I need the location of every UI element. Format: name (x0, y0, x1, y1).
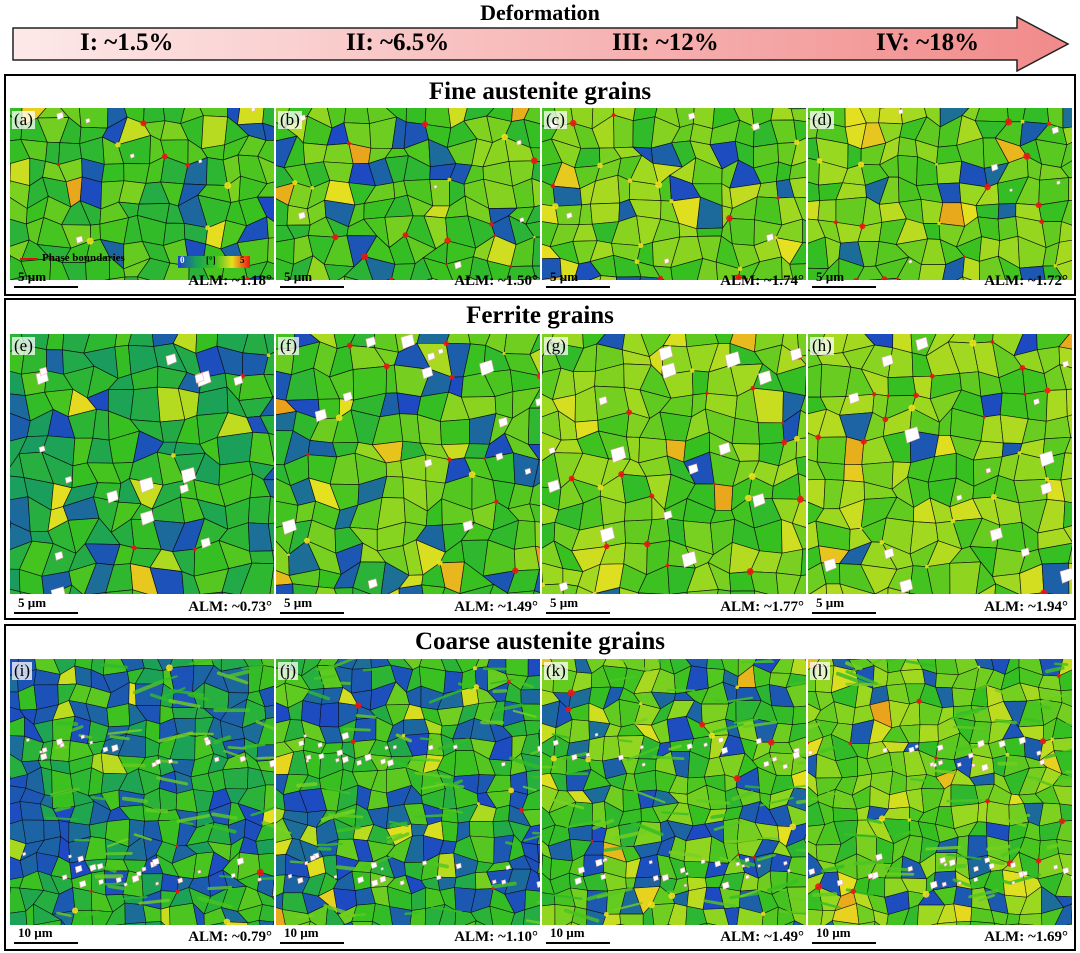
phase-boundaries-label: Phase boundaries (42, 252, 125, 264)
map-panel-d: (d) (808, 108, 1072, 280)
panel-label: (i) (12, 661, 33, 680)
panel-label: (a) (12, 110, 35, 129)
alm-map (542, 659, 806, 925)
map-panel-e: (e) (10, 334, 274, 594)
stage-label-2: II: ~6.5% (346, 29, 450, 56)
alm-map (542, 108, 806, 280)
section-title: Fine austenite grains (428, 78, 652, 105)
scalebar-label: 5 µm (816, 595, 845, 610)
map-panel-a: (a) Phase boundaries 0 [°] 5 (10, 108, 274, 280)
section-ferrite: Ferrite grains (e) (f) (g) (h) 5 µm ALM:… (4, 298, 1076, 620)
alm-map (808, 334, 1072, 594)
map-panel-i: (i) (10, 659, 274, 925)
scalebar-label: 10 µm (816, 925, 851, 940)
scalebar-label: 5 µm (816, 269, 845, 284)
scalebar-label: 10 µm (284, 925, 319, 940)
alm-value-a: ALM: ~1.18° (188, 273, 272, 289)
map-panel-h: (h) (808, 334, 1072, 594)
alm-value-d: ALM: ~1.72° (984, 273, 1068, 289)
scale-min-label: 0 (180, 255, 185, 265)
alm-value-b: ALM: ~1.50° (454, 273, 538, 289)
scalebar-line (812, 942, 876, 944)
scalebar-line (280, 942, 344, 944)
panel-label: (k) (544, 661, 568, 680)
scalebar-label: 10 µm (18, 925, 53, 940)
section-fine-austenite: Fine austenite grains (a) Phase boundari… (4, 74, 1076, 296)
scalebar-line (812, 286, 876, 288)
map-panel-c: (c) (542, 108, 806, 280)
map-panel-f: (f) (276, 334, 540, 594)
alm-map (10, 108, 274, 280)
panel-label: (h) (810, 336, 834, 355)
deformation-arrow (12, 16, 1070, 72)
scale-max-label: 5 (240, 255, 245, 265)
scalebar-line (280, 286, 344, 288)
alm-value-h: ALM: ~1.94° (984, 599, 1068, 615)
alm-value-j: ALM: ~1.10° (454, 929, 538, 945)
scalebar-label: 5 µm (18, 269, 47, 284)
scalebar-line (14, 612, 78, 614)
scalebar-label: 5 µm (550, 269, 579, 284)
stage-label-4: IV: ~18% (876, 29, 980, 56)
panel-label: (b) (278, 110, 302, 129)
section-title: Ferrite grains (466, 302, 614, 329)
scalebar-line (14, 942, 78, 944)
alm-value-f: ALM: ~1.49° (454, 599, 538, 615)
alm-map (542, 334, 806, 594)
color-scale-bar: 0 [°] 5 (178, 255, 250, 268)
section-coarse-austenite: Coarse austenite grains (i) (j) (k) (l) … (4, 624, 1076, 951)
stage-label-3: III: ~12% (612, 29, 719, 56)
scalebar-label: 5 µm (18, 595, 47, 610)
section-title: Coarse austenite grains (415, 628, 665, 655)
deformation-title: Deformation (480, 0, 600, 25)
stage-label-1: I: ~1.5% (80, 29, 174, 56)
alm-value-c: ALM: ~1.74° (720, 273, 804, 289)
scale-unit-label: [°] (206, 255, 216, 265)
alm-map (808, 108, 1072, 280)
panel-label: (f) (278, 336, 299, 355)
alm-value-k: ALM: ~1.49° (720, 929, 804, 945)
panel-label: (l) (810, 661, 831, 680)
alm-map (276, 659, 540, 925)
scalebar-line (812, 612, 876, 614)
scalebar-line (546, 942, 610, 944)
scalebar-label: 5 µm (284, 269, 313, 284)
alm-value-g: ALM: ~1.77° (720, 599, 804, 615)
alm-map (276, 108, 540, 280)
panel-label: (d) (810, 110, 834, 129)
map-panel-b: (b) (276, 108, 540, 280)
alm-map (276, 334, 540, 594)
alm-value-l: ALM: ~1.69° (984, 929, 1068, 945)
scalebar-line (546, 612, 610, 614)
legend: Phase boundaries 0 [°] 5 (16, 247, 266, 271)
map-panel-g: (g) (542, 334, 806, 594)
alm-map (10, 659, 274, 925)
map-panel-l: (l) (808, 659, 1072, 925)
scalebar-line (546, 286, 610, 288)
panel-label: (g) (544, 336, 568, 355)
panel-label: (j) (278, 661, 299, 680)
scalebar-label: 5 µm (550, 595, 579, 610)
scalebar-line (14, 286, 78, 288)
map-panel-k: (k) (542, 659, 806, 925)
alm-map (10, 334, 274, 594)
alm-value-e: ALM: ~0.73° (188, 599, 272, 615)
scalebar-label: 10 µm (550, 925, 585, 940)
scalebar-label: 5 µm (284, 595, 313, 610)
panel-label: (e) (12, 336, 35, 355)
alm-value-i: ALM: ~0.79° (188, 929, 272, 945)
phase-boundary-swatch (20, 258, 38, 260)
scalebar-line (280, 612, 344, 614)
alm-map (808, 659, 1072, 925)
panel-label: (c) (544, 110, 567, 129)
map-panel-j: (j) (276, 659, 540, 925)
